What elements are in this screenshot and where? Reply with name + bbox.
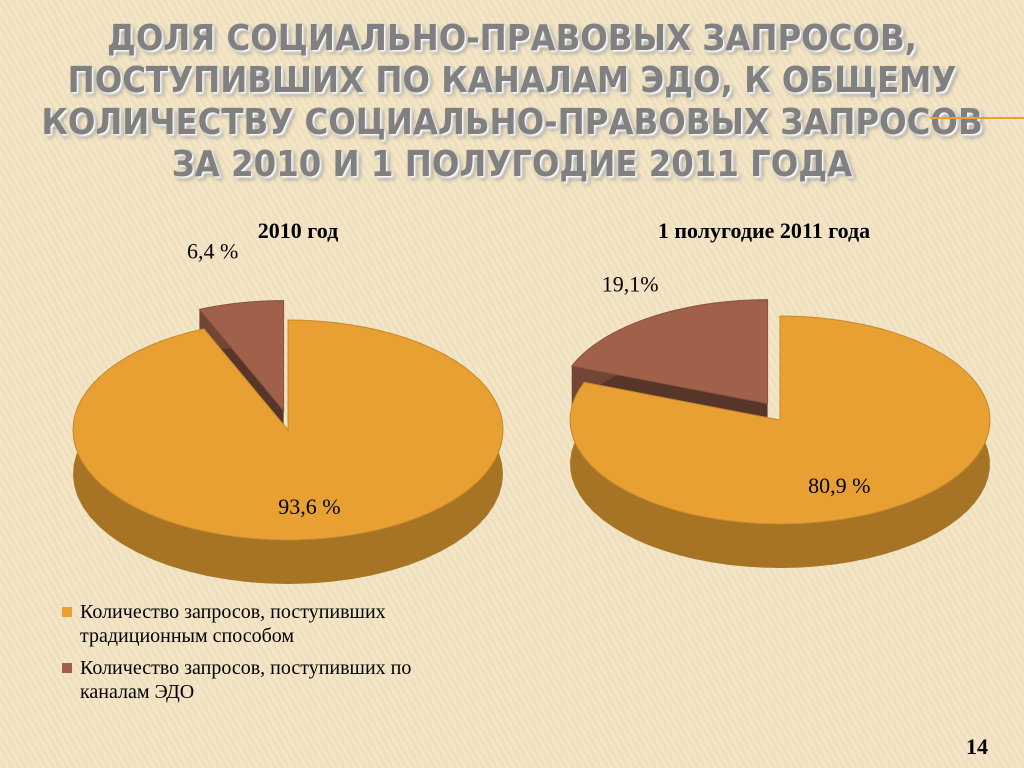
chart-title: 1 полугодие 2011 года xyxy=(658,218,870,243)
value-label: 6,4 % xyxy=(187,239,238,264)
chart-title: 2010 год xyxy=(258,218,338,243)
pie-slice xyxy=(198,300,285,412)
legend-label: Количество запросов, поступивших традици… xyxy=(80,601,386,647)
title-line: ДОЛЯ СОЦИАЛЬНО-ПРАВОВЫХ ЗАПРОСОВ, xyxy=(107,18,917,59)
pie-slice xyxy=(570,299,769,405)
pie-slice xyxy=(569,315,991,525)
slide-number: 14 xyxy=(966,734,988,759)
value-label: 80,9 % xyxy=(808,473,870,498)
value-label: 93,6 % xyxy=(278,494,340,519)
pie-slice xyxy=(72,319,504,541)
legend: Количество запросов, поступивших традици… xyxy=(58,600,478,712)
title-line: КОЛИЧЕСТВУ СОЦИАЛЬНО-ПРАВОВЫХ ЗАПРОСОВ xyxy=(41,102,983,143)
legend-swatch xyxy=(62,607,72,617)
value-label: 19,1% xyxy=(602,272,659,297)
title-line: ЗА 2010 И 1 ПОЛУГОДИЕ 2011 ГОДА xyxy=(171,144,853,185)
slide-title: ДОЛЯ СОЦИАЛЬНО-ПРАВОВЫХ ЗАПРОСОВ, ПОСТУПИ… xyxy=(0,18,1024,186)
legend-entry: Количество запросов, поступивших по кана… xyxy=(58,656,478,704)
title-line: ПОСТУПИВШИХ ПО КАНАЛАМ ЭДО, К ОБЩЕМУ xyxy=(67,60,957,101)
legend-label: Количество запросов, поступивших по кана… xyxy=(80,657,412,703)
legend-swatch xyxy=(62,663,72,673)
legend-entry: Количество запросов, поступивших традици… xyxy=(58,600,478,648)
